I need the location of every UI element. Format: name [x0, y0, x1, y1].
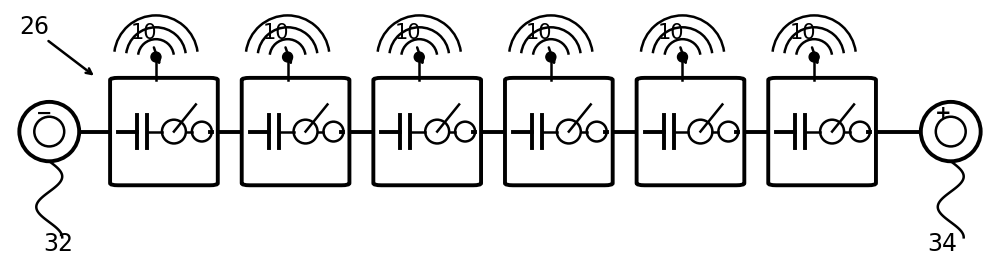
Ellipse shape: [587, 122, 607, 141]
Ellipse shape: [820, 120, 844, 144]
FancyBboxPatch shape: [242, 78, 349, 185]
Ellipse shape: [283, 52, 293, 62]
Ellipse shape: [557, 120, 581, 144]
Ellipse shape: [718, 122, 738, 141]
Ellipse shape: [850, 122, 870, 141]
Ellipse shape: [414, 52, 424, 62]
Ellipse shape: [455, 122, 475, 141]
Text: 26: 26: [19, 15, 49, 39]
Text: +: +: [935, 104, 951, 123]
Text: 32: 32: [43, 232, 73, 256]
FancyBboxPatch shape: [768, 78, 876, 185]
Ellipse shape: [921, 102, 981, 161]
Text: −: −: [36, 104, 53, 123]
Text: 10: 10: [131, 23, 158, 43]
Ellipse shape: [34, 117, 64, 146]
Ellipse shape: [294, 120, 318, 144]
Ellipse shape: [19, 102, 79, 161]
Ellipse shape: [323, 122, 343, 141]
FancyBboxPatch shape: [637, 78, 744, 185]
Ellipse shape: [678, 52, 687, 62]
FancyBboxPatch shape: [373, 78, 481, 185]
Text: 10: 10: [263, 23, 289, 43]
Ellipse shape: [936, 117, 966, 146]
Ellipse shape: [425, 120, 449, 144]
Ellipse shape: [162, 120, 186, 144]
Text: 34: 34: [927, 232, 957, 256]
Text: 10: 10: [658, 23, 684, 43]
Ellipse shape: [688, 120, 712, 144]
Ellipse shape: [151, 52, 161, 62]
FancyBboxPatch shape: [505, 78, 613, 185]
FancyBboxPatch shape: [110, 78, 218, 185]
Ellipse shape: [809, 52, 819, 62]
Ellipse shape: [192, 122, 212, 141]
Text: 10: 10: [526, 23, 552, 43]
Text: 10: 10: [789, 23, 816, 43]
Ellipse shape: [546, 52, 556, 62]
Text: 10: 10: [394, 23, 421, 43]
